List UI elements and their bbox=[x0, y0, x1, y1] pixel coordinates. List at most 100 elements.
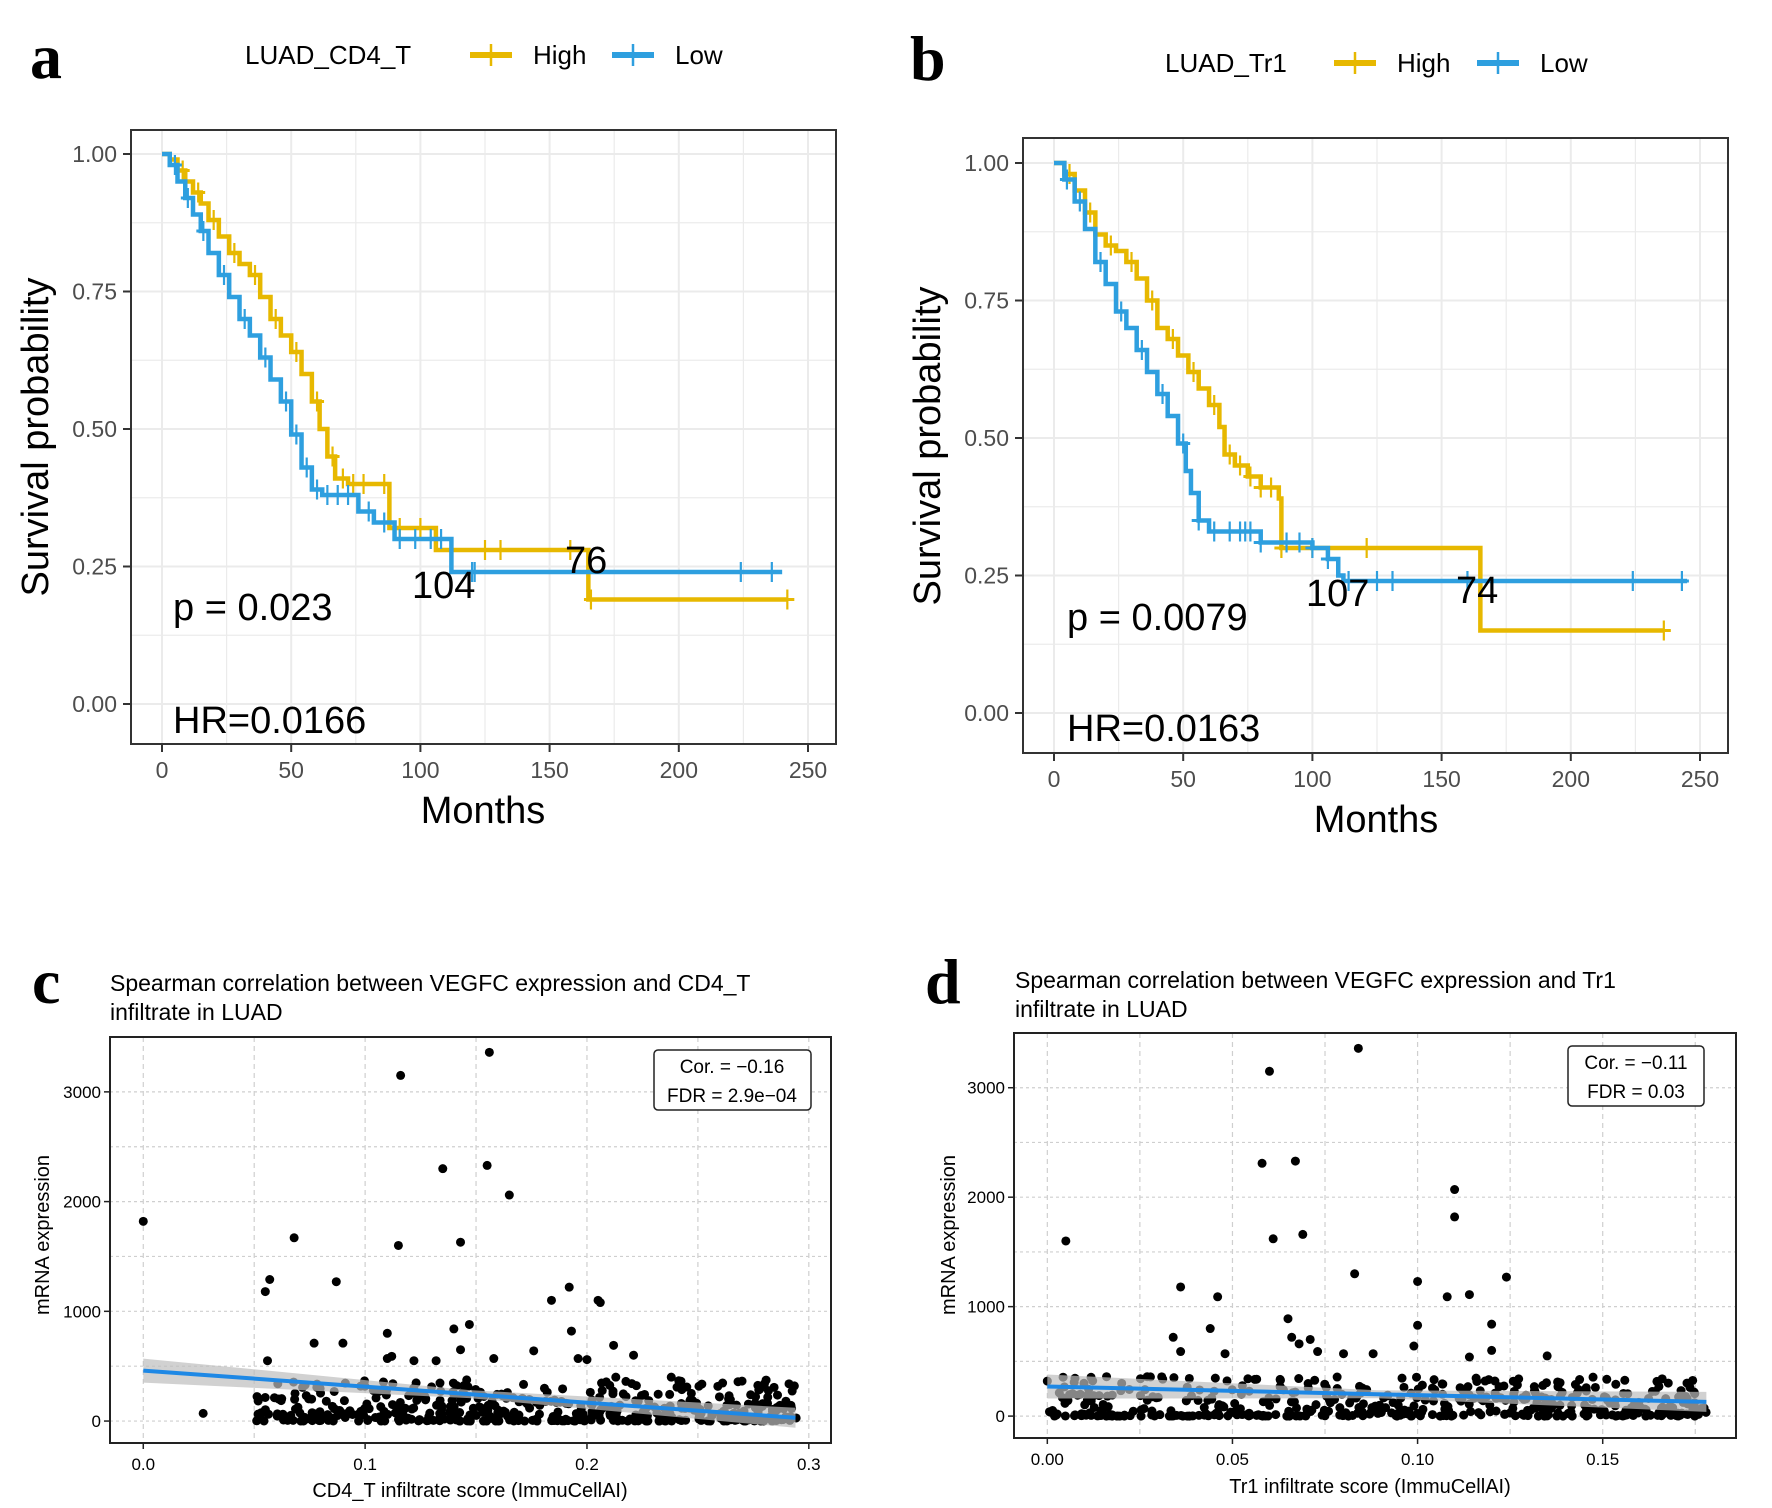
x-tick-label: 0.00 bbox=[1031, 1450, 1064, 1469]
grid-b bbox=[1023, 138, 1728, 753]
data-point bbox=[1305, 1334, 1315, 1344]
data-point bbox=[290, 1394, 300, 1404]
data-point bbox=[587, 1411, 597, 1421]
data-point bbox=[611, 1372, 621, 1382]
plot-background bbox=[1023, 138, 1728, 753]
data-point bbox=[396, 1070, 406, 1080]
data-point bbox=[435, 1378, 445, 1388]
chart-title-d-line2: infiltrate in LUAD bbox=[1015, 996, 1188, 1022]
data-point bbox=[1567, 1411, 1577, 1421]
y-tick-label: 3000 bbox=[967, 1079, 1005, 1098]
data-point bbox=[1284, 1407, 1294, 1417]
data-point bbox=[566, 1326, 576, 1336]
data-point bbox=[1466, 1407, 1476, 1417]
data-point bbox=[1157, 1372, 1167, 1382]
y-tick-label: 1000 bbox=[63, 1302, 101, 1321]
data-point bbox=[407, 1404, 417, 1414]
data-point bbox=[733, 1377, 743, 1387]
data-point bbox=[1427, 1410, 1437, 1420]
data-point bbox=[534, 1409, 544, 1419]
x-axis-title-d: Tr1 infiltrate score (ImmuCellAI) bbox=[1229, 1476, 1511, 1498]
data-point bbox=[686, 1388, 696, 1398]
data-point bbox=[1446, 1410, 1456, 1420]
data-point bbox=[455, 1416, 465, 1426]
data-point bbox=[654, 1416, 664, 1426]
panel-letter-a: a bbox=[30, 21, 62, 92]
data-point bbox=[355, 1410, 365, 1420]
data-point bbox=[1060, 1411, 1070, 1421]
data-point bbox=[1581, 1383, 1591, 1393]
axes-a: 0 50 100 150 200 250 0.00 0.25 0.50 0.75 1.00 bbox=[72, 141, 827, 783]
data-point bbox=[462, 1416, 472, 1426]
x-tick-label: 0 bbox=[1048, 766, 1061, 792]
x-tick-label: 0.05 bbox=[1216, 1450, 1249, 1469]
data-point bbox=[1440, 1404, 1450, 1414]
data-point bbox=[1413, 1320, 1423, 1330]
data-point bbox=[601, 1377, 611, 1387]
data-point bbox=[1484, 1375, 1494, 1385]
data-point bbox=[1115, 1411, 1125, 1421]
data-point bbox=[1235, 1404, 1245, 1414]
data-point bbox=[1620, 1375, 1630, 1385]
data-point bbox=[1271, 1410, 1281, 1420]
data-point bbox=[1294, 1374, 1304, 1384]
data-point bbox=[435, 1395, 445, 1405]
data-point bbox=[409, 1356, 419, 1366]
data-point bbox=[1442, 1292, 1452, 1302]
stats-box-d: Cor. = −0.11 FDR = 0.03 bbox=[1567, 1045, 1705, 1107]
data-point bbox=[1085, 1408, 1095, 1418]
data-point bbox=[1508, 1403, 1518, 1413]
data-point bbox=[278, 1409, 288, 1419]
data-point bbox=[435, 1416, 445, 1426]
y-axis-title-c: mRNA expression bbox=[32, 1155, 54, 1315]
legend-low-label-a: Low bbox=[675, 40, 723, 70]
data-point bbox=[1184, 1373, 1194, 1383]
data-point bbox=[263, 1356, 273, 1366]
data-point bbox=[413, 1416, 423, 1426]
data-point bbox=[629, 1350, 639, 1360]
data-point bbox=[750, 1398, 760, 1408]
legend-a: LUAD_CD4_T High Low bbox=[245, 40, 723, 70]
data-point bbox=[714, 1392, 724, 1402]
data-point bbox=[1147, 1408, 1157, 1418]
data-point bbox=[1263, 1411, 1273, 1421]
x-tick-label: 100 bbox=[401, 757, 439, 783]
data-point bbox=[1243, 1374, 1253, 1384]
data-point bbox=[1588, 1372, 1598, 1382]
data-point bbox=[1168, 1332, 1178, 1342]
data-point bbox=[338, 1338, 348, 1348]
y-tick-label: 0.25 bbox=[964, 563, 1009, 589]
data-point bbox=[1077, 1409, 1087, 1419]
data-point bbox=[1102, 1402, 1112, 1412]
data-point bbox=[1494, 1382, 1504, 1392]
data-point bbox=[1368, 1349, 1378, 1359]
x-tick-label: 100 bbox=[1293, 766, 1331, 792]
curves-a bbox=[162, 151, 795, 610]
risk-label-b-2: 74 bbox=[1456, 570, 1498, 612]
data-point bbox=[573, 1354, 583, 1364]
data-point bbox=[582, 1355, 592, 1365]
y-tick-label: 2000 bbox=[967, 1188, 1005, 1207]
data-point bbox=[1487, 1345, 1497, 1355]
data-point bbox=[482, 1160, 492, 1170]
panel-d: d Spearman correlation between VEGFC exp… bbox=[925, 946, 1737, 1498]
legend-title-a: LUAD_CD4_T bbox=[245, 40, 411, 70]
legend-low-key-icon bbox=[1477, 52, 1519, 74]
data-point bbox=[640, 1389, 650, 1399]
data-point bbox=[463, 1382, 473, 1392]
y-tick-label: 0.00 bbox=[964, 700, 1009, 726]
data-point bbox=[1501, 1272, 1511, 1282]
data-point bbox=[423, 1415, 433, 1425]
data-point bbox=[1358, 1411, 1368, 1421]
x-tick-label: 50 bbox=[278, 757, 304, 783]
fdr-value-d: FDR = 0.03 bbox=[1587, 1082, 1685, 1103]
data-point bbox=[1291, 1411, 1301, 1421]
data-point bbox=[1459, 1410, 1469, 1420]
data-point bbox=[1399, 1382, 1409, 1392]
data-point bbox=[332, 1411, 342, 1421]
data-point bbox=[519, 1379, 529, 1389]
plot-frame-d bbox=[1013, 1032, 1737, 1439]
panel-letter-b: b bbox=[910, 23, 946, 94]
data-point bbox=[1582, 1404, 1592, 1414]
data-point bbox=[613, 1414, 623, 1424]
